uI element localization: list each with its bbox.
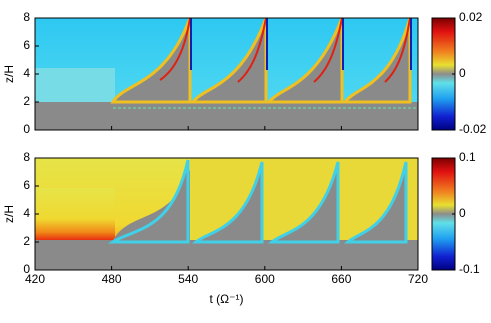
y-tick-label: 0 <box>23 262 30 276</box>
y-tick-label: 4 <box>23 206 30 220</box>
y-tick-label: 2 <box>23 234 30 248</box>
x-tick-label: 540 <box>178 272 198 286</box>
x-tick-label: 600 <box>255 272 275 286</box>
y-tick-label: 2 <box>23 94 30 108</box>
y-tick-label: 8 <box>23 150 30 164</box>
x-tick-label: 420 <box>25 272 45 286</box>
colorbar-tick-label: 0 <box>459 206 466 220</box>
heatmap-field <box>35 158 418 270</box>
x-tick-label: 480 <box>102 272 122 286</box>
y-tick-label: 6 <box>23 178 30 192</box>
heatmap-field <box>35 18 418 130</box>
colorbar <box>431 157 456 271</box>
colorbar-tick-label: -0.1 <box>459 262 480 276</box>
y-tick-label: 8 <box>23 10 30 24</box>
y-tick-label: 4 <box>23 66 30 80</box>
y-tick-label: 6 <box>23 38 30 52</box>
y-axis-label: z/H <box>2 65 16 83</box>
x-tick-label: 720 <box>408 272 428 286</box>
colorbar-tick-label: -0.02 <box>459 122 487 136</box>
colorbar-tick-label: 0.02 <box>459 10 483 24</box>
colorbar-tick-label: 0 <box>459 66 466 80</box>
colorbar <box>431 17 456 131</box>
y-tick-label: 0 <box>23 122 30 136</box>
x-axis-label: t (Ω⁻¹) <box>210 292 244 306</box>
colorbar-tick-label: 0.1 <box>459 150 476 164</box>
x-tick-label: 660 <box>331 272 351 286</box>
y-axis-label: z/H <box>2 205 16 223</box>
